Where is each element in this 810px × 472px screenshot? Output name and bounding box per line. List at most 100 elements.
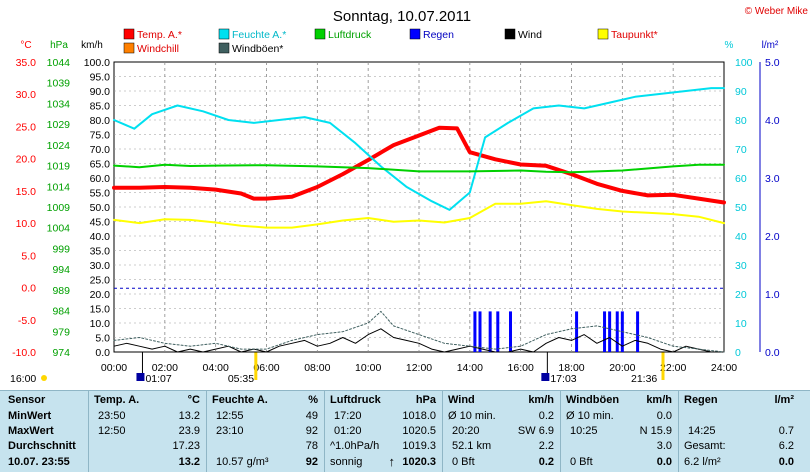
temp-tick-label: 0.0 — [21, 283, 36, 295]
pressure-max: 1020.5 — [402, 425, 436, 437]
min-label: MinWert — [8, 410, 52, 422]
temp-tick-label: 20.0 — [16, 154, 37, 166]
wind-distance: 52.1 km — [452, 440, 492, 452]
x-tick-label: 24:00 — [711, 362, 737, 374]
press-tick-label: 979 — [52, 326, 70, 338]
rain-column: Regen l/m² 14:25 0.7 Gesamt: 6.2 6.2 l/m… — [678, 391, 810, 472]
gust-mean: 3.0 — [656, 440, 672, 452]
series-line — [113, 200, 725, 229]
sunset-label: 21:36 — [631, 373, 657, 385]
temp-tick-label: 35.0 — [16, 57, 37, 69]
time-marker-label: 17:03 — [550, 373, 576, 385]
hum-tick-label: 70 — [735, 144, 747, 156]
rain-tick-label: 3.0 — [765, 173, 780, 185]
rain-tick-label: 5.0 — [765, 57, 780, 69]
moon-icon — [136, 373, 145, 381]
wind-bft: 0 Bft — [452, 456, 475, 468]
gust-avg-label: Ø 10 min. — [566, 410, 614, 422]
hum-tick-label: 90 — [735, 86, 747, 98]
temp-unit-label: °C — [20, 40, 31, 51]
series-line — [113, 310, 725, 353]
rain-bar — [636, 311, 640, 352]
chart-axes: °C hPa km/h% l/m² 35.0 30.0 25.0 20.0 15.0 10.0 5.… — [10, 40, 780, 385]
wind-tick-label: 20.0 — [90, 289, 111, 301]
temp-tick-label: 5.0 — [21, 250, 36, 262]
rain-tick-label: 0.0 — [765, 347, 780, 359]
legend-swatch — [218, 28, 230, 40]
rain-total-label: Gesamt: — [684, 440, 726, 452]
wind-tick-label: 85.0 — [90, 101, 111, 113]
legend-swatch — [218, 42, 230, 54]
max-label: MaxWert — [8, 425, 54, 437]
wind-tick-label: 0.0 — [95, 347, 110, 359]
wind-tick-label: 100.0 — [84, 57, 110, 69]
x-tick-label: 22:00 — [660, 362, 686, 374]
wind-avg-label: Ø 10 min. — [448, 410, 496, 422]
press-tick-label: 999 — [52, 243, 70, 255]
wind-tick-label: 5.0 — [95, 333, 110, 345]
temp-avg: 17.23 — [172, 440, 200, 452]
gust-max-time: 10:25 — [570, 425, 598, 437]
pressure-unit: hPa — [415, 394, 436, 406]
temp-header: Temp. A. — [94, 394, 140, 406]
wind-tick-label: 65.0 — [90, 159, 111, 171]
press-tick-label: 974 — [52, 347, 70, 359]
wind-tick-label: 60.0 — [90, 173, 111, 185]
arrow-up-icon: ↑ — [388, 454, 396, 469]
legend-label: Feuchte A.* — [232, 29, 286, 41]
sensor-column: Sensor MinWert MaxWert Durchschnitt 10.0… — [0, 391, 89, 472]
wind-unit-label: km/h — [81, 40, 103, 51]
wind-current: 0.2 — [538, 456, 554, 468]
legend-label: Temp. A.* — [137, 29, 182, 41]
rain-tick-label: 4.0 — [765, 115, 780, 127]
temp-unit: °C — [187, 394, 200, 406]
wind-tick-label: 40.0 — [90, 231, 111, 243]
rain-tick-label: 1.0 — [765, 289, 780, 301]
rain-today: 6.2 l/m² — [684, 456, 721, 468]
humidity-avg: 78 — [305, 440, 318, 452]
x-tick-label: 10:00 — [355, 362, 381, 374]
temp-max: 23.9 — [178, 425, 200, 437]
rain-max: 0.7 — [778, 425, 794, 437]
x-tick-label: 02:00 — [152, 362, 178, 374]
press-tick-label: 984 — [52, 306, 70, 318]
gust-avg: 0.0 — [656, 410, 672, 422]
wind-tick-label: 25.0 — [90, 275, 111, 287]
legend-label: Luftdruck — [328, 29, 372, 41]
rain-bar — [496, 311, 500, 352]
rain-unit: l/m² — [774, 394, 794, 406]
press-tick-label: 989 — [52, 285, 70, 297]
pressure-header: Luftdruck — [330, 394, 381, 406]
humidity-column: Feuchte A. % 12:55 49 23:10 92 78 10.57 … — [206, 391, 325, 472]
rain-bar — [488, 311, 492, 352]
temp-tick-label: -10.0 — [12, 347, 36, 359]
humidity-header: Feuchte A. — [212, 394, 268, 406]
x-tick-label: 00:00 — [101, 362, 127, 374]
gust-current: 0.0 — [656, 456, 672, 468]
wind-unit: km/h — [528, 394, 554, 406]
x-tick-label: 06:00 — [253, 362, 279, 374]
hum-unit-label: % — [725, 40, 734, 51]
hum-tick-label: 20 — [735, 289, 747, 301]
rain-bar — [473, 311, 477, 352]
legend-label: Windchill — [137, 43, 179, 55]
hum-tick-label: 50 — [735, 202, 747, 214]
legend-swatch — [123, 42, 135, 54]
press-tick-label: 1024 — [47, 140, 71, 152]
humidity-max-time: 23:10 — [216, 425, 244, 437]
temp-tick-label: 10.0 — [16, 218, 37, 230]
press-unit-label: hPa — [50, 40, 68, 51]
gust-column: Windböen km/h Ø 10 min. 0.0 10:25 N 15.9… — [560, 391, 679, 472]
legend-swatch — [123, 28, 135, 40]
wind-tick-label: 70.0 — [90, 144, 111, 156]
temp-tick-label: 25.0 — [16, 121, 37, 133]
hum-tick-label: 30 — [735, 260, 747, 272]
pressure-avg: 1019.3 — [402, 440, 436, 452]
wind-column: Wind km/h Ø 10 min. 0.2 20:20 SW 6.9 52.… — [442, 391, 561, 472]
rain-unit-label: l/m² — [762, 40, 779, 51]
rain-header: Regen — [684, 394, 718, 406]
wind-tick-label: 10.0 — [90, 318, 111, 330]
summary-table: Sensor MinWert MaxWert Durchschnitt 10.0… — [0, 390, 810, 472]
press-tick-label: 1009 — [47, 202, 71, 214]
humidity-absolute: 10.57 g/m³ — [216, 456, 269, 468]
